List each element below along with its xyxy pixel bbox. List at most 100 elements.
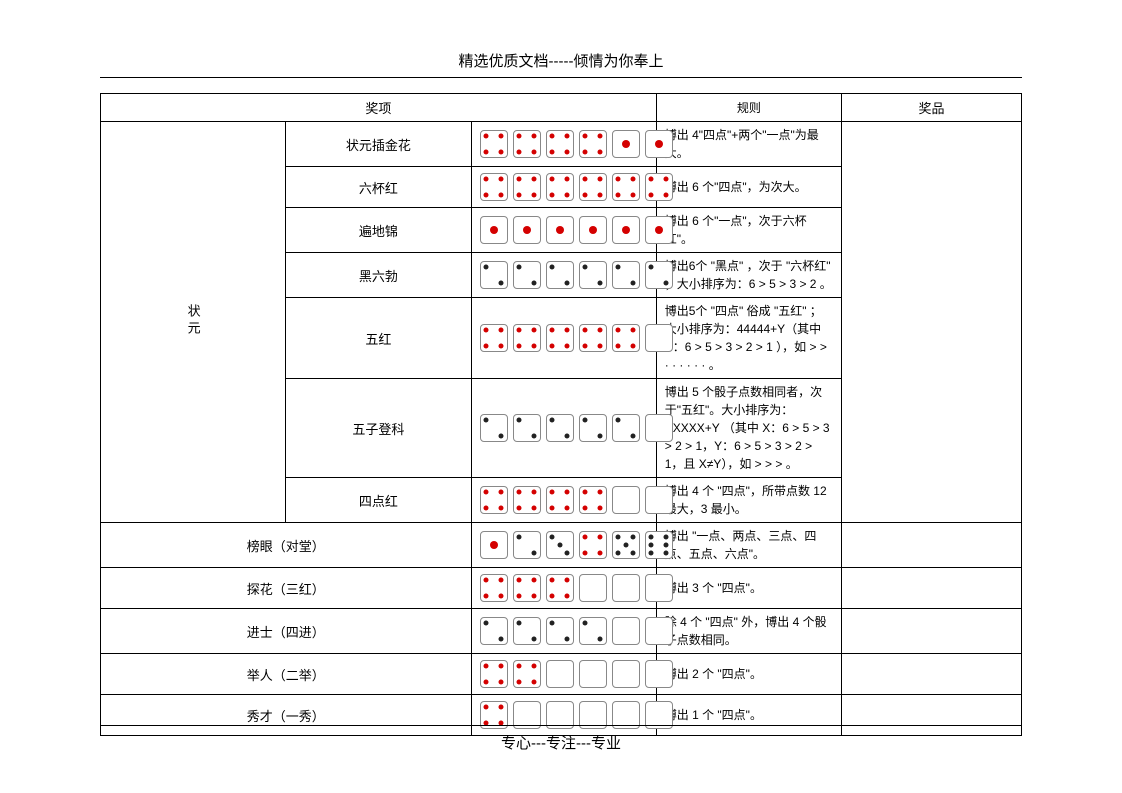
die-face-2 <box>546 414 574 442</box>
die-face-4 <box>579 130 607 158</box>
dice-cell <box>471 208 656 253</box>
award-name-cell: 进士（四进） <box>101 609 472 654</box>
die-face-2 <box>480 617 508 645</box>
die-face-2 <box>579 261 607 289</box>
award-name-cell: 六杯红 <box>286 167 471 208</box>
rule-cell: 博出 6 个"一点"，次于六杯红"。 <box>656 208 841 253</box>
dice-cell <box>471 478 656 523</box>
die-face-4 <box>579 173 607 201</box>
dice-cell <box>471 379 656 478</box>
die-face-4 <box>480 574 508 602</box>
die-face-4 <box>612 173 640 201</box>
die-face-2 <box>645 261 673 289</box>
die-face-blank <box>612 617 640 645</box>
die-face-4 <box>480 130 508 158</box>
die-face-1 <box>480 531 508 559</box>
die-face-1 <box>579 216 607 244</box>
col-prize-header: 奖品 <box>842 94 1022 122</box>
dice-cell <box>471 523 656 568</box>
die-face-2 <box>579 617 607 645</box>
award-name-cell: 状元插金花 <box>286 122 471 167</box>
rule-cell: 博出 5 个骰子点数相同者，次于"五红"。大小排序为：XXXXX+Y （其中 X… <box>656 379 841 478</box>
die-face-4 <box>612 324 640 352</box>
die-face-4 <box>513 660 541 688</box>
die-face-2 <box>546 617 574 645</box>
dice-cell <box>471 568 656 609</box>
die-face-4 <box>513 324 541 352</box>
die-face-2 <box>513 414 541 442</box>
die-face-4 <box>480 324 508 352</box>
die-face-4 <box>513 173 541 201</box>
die-face-blank <box>645 414 673 442</box>
die-face-2 <box>612 414 640 442</box>
dice-cell <box>471 122 656 167</box>
die-face-2 <box>513 531 541 559</box>
page-footer: 专心---专注---专业 <box>100 725 1022 753</box>
die-face-blank <box>645 574 673 602</box>
dice-cell <box>471 298 656 379</box>
die-face-1 <box>546 216 574 244</box>
dice-cell <box>471 654 656 695</box>
die-face-4 <box>546 574 574 602</box>
die-face-blank <box>546 660 574 688</box>
die-face-blank <box>612 486 640 514</box>
table-row: 榜眼（对堂）博出 "一点、两点、三点、四点、五点、六点"。 <box>101 523 1022 568</box>
rule-cell: 博出 3 个 "四点"。 <box>656 568 841 609</box>
rule-cell: 除 4 个 "四点" 外，博出 4 个骰子点数相同。 <box>656 609 841 654</box>
award-name-cell: 举人（二举） <box>101 654 472 695</box>
die-face-blank <box>645 660 673 688</box>
die-face-blank <box>645 486 673 514</box>
dice-cell <box>471 167 656 208</box>
rule-cell: 博出 "一点、两点、三点、四点、五点、六点"。 <box>656 523 841 568</box>
table-row: 举人（二举） 博出 2 个 "四点"。 <box>101 654 1022 695</box>
dice-cell <box>471 609 656 654</box>
die-face-2 <box>513 617 541 645</box>
die-face-blank <box>612 574 640 602</box>
award-name-cell: 遍地锦 <box>286 208 471 253</box>
die-face-blank <box>645 617 673 645</box>
die-face-1 <box>480 216 508 244</box>
die-face-3 <box>546 531 574 559</box>
die-face-blank <box>579 660 607 688</box>
col-award-header: 奖项 <box>101 94 657 122</box>
die-face-blank <box>579 574 607 602</box>
rule-cell: 博出5个 "四点" 俗成 "五红" ；大小排序为：44444+Y（其中Y：6 >… <box>656 298 841 379</box>
die-face-4 <box>480 660 508 688</box>
die-face-4 <box>513 130 541 158</box>
rule-cell: 博出 2 个 "四点"。 <box>656 654 841 695</box>
die-face-4 <box>546 486 574 514</box>
die-face-4 <box>645 173 673 201</box>
award-name-cell: 五红 <box>286 298 471 379</box>
category-cell: 状元 <box>101 122 286 523</box>
prize-cell <box>842 609 1022 654</box>
die-face-1 <box>645 216 673 244</box>
die-face-2 <box>612 261 640 289</box>
rules-table: 奖项 规则 奖品 状元状元插金花博出 4"四点"+两个"一点"为最大。六杯红博出… <box>100 93 1022 736</box>
die-face-4 <box>513 574 541 602</box>
rule-cell: 博出 6 个"四点"，为次大。 <box>656 167 841 208</box>
die-face-2 <box>513 261 541 289</box>
die-face-4 <box>546 324 574 352</box>
die-face-blank <box>612 660 640 688</box>
die-face-5 <box>612 531 640 559</box>
die-face-4 <box>546 130 574 158</box>
rule-cell: 博出 4"四点"+两个"一点"为最大。 <box>656 122 841 167</box>
die-face-6 <box>645 531 673 559</box>
die-face-1 <box>612 130 640 158</box>
die-face-4 <box>480 486 508 514</box>
table-row: 探花（三红）博出 3 个 "四点"。 <box>101 568 1022 609</box>
die-face-1 <box>612 216 640 244</box>
prize-cell <box>842 568 1022 609</box>
table-row: 进士（四进） 除 4 个 "四点" 外，博出 4 个骰子点数相同。 <box>101 609 1022 654</box>
die-face-4 <box>579 531 607 559</box>
die-face-1 <box>645 130 673 158</box>
die-face-4 <box>546 173 574 201</box>
die-face-blank <box>645 324 673 352</box>
die-face-4 <box>579 486 607 514</box>
die-face-2 <box>546 261 574 289</box>
award-name-cell: 四点红 <box>286 478 471 523</box>
prize-cell <box>842 122 1022 523</box>
dice-cell <box>471 253 656 298</box>
page-header: 精选优质文档-----倾情为你奉上 <box>100 50 1022 78</box>
die-face-2 <box>480 261 508 289</box>
